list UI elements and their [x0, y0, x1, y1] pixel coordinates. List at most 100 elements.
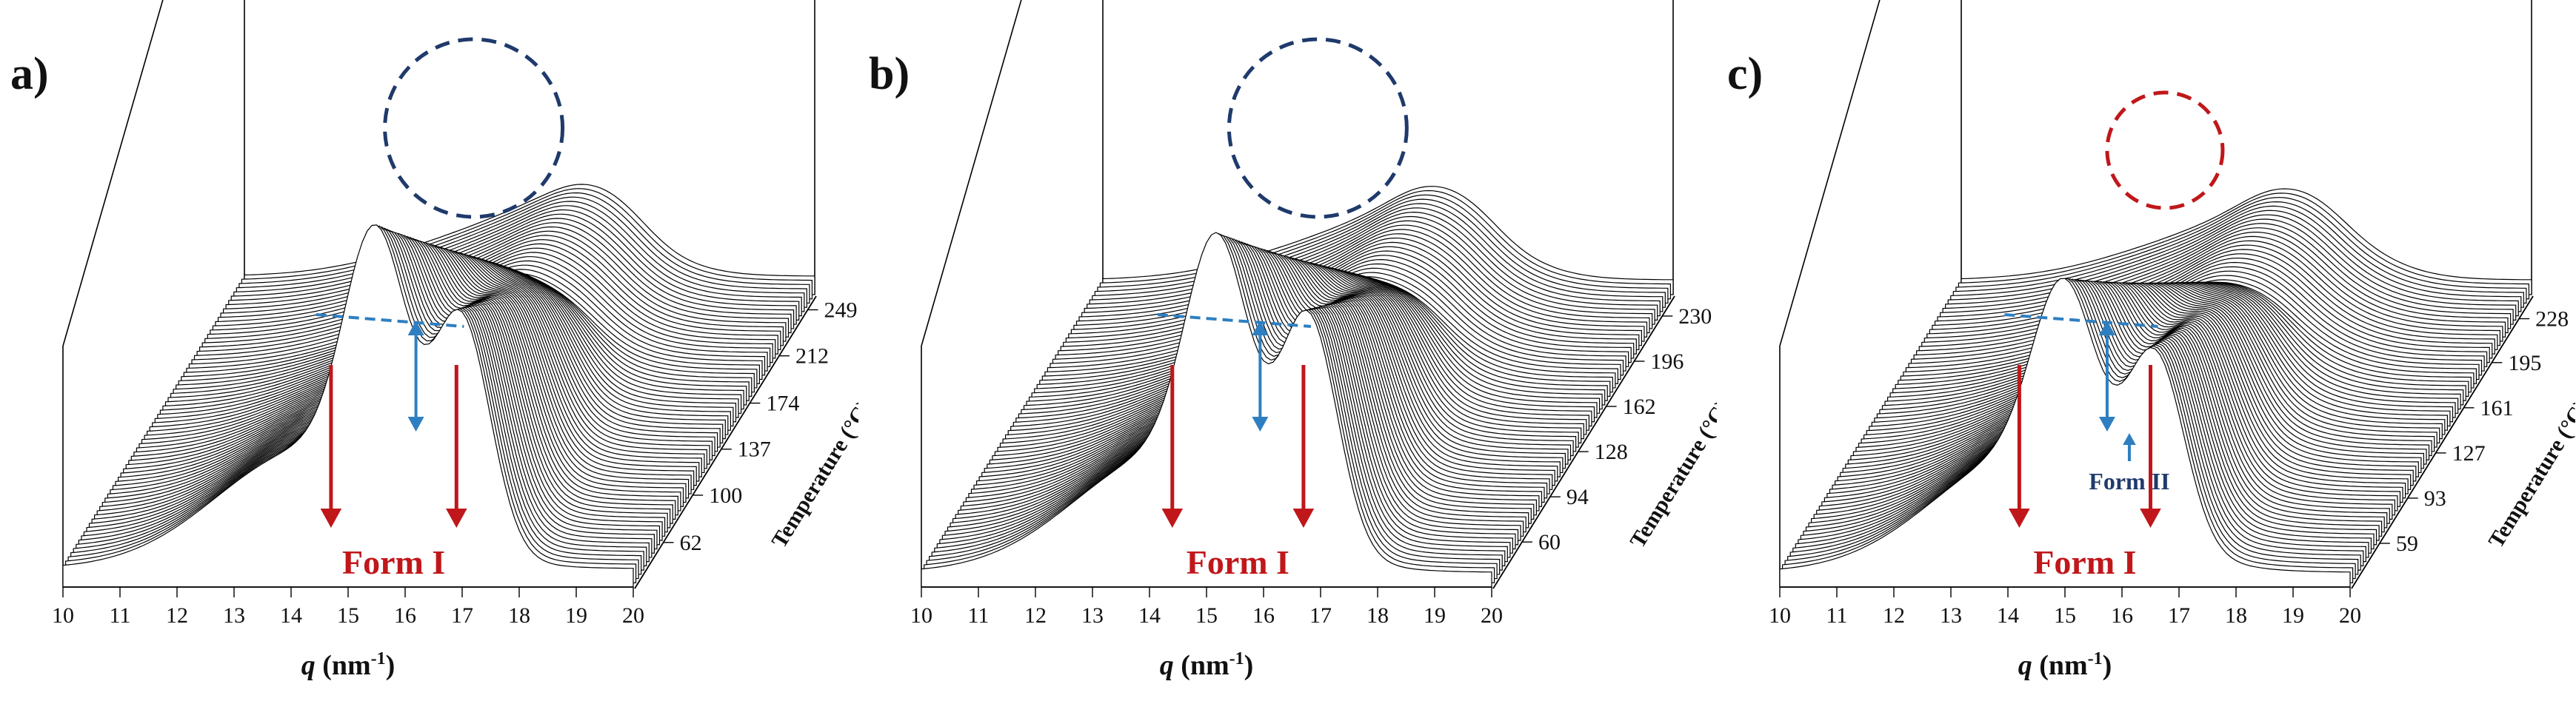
- y-tick-label: 59: [2396, 532, 2418, 556]
- form-i-label: Form I: [2033, 543, 2136, 581]
- x-axis-label-unit: (nm: [1174, 650, 1229, 681]
- form-i-arrowhead: [1292, 509, 1315, 528]
- x-axis-label-close: ): [2103, 650, 2112, 681]
- x-tick-label: 10: [1769, 603, 1791, 628]
- x-tick-label: 10: [52, 603, 74, 628]
- panel-label: c): [1727, 49, 1763, 99]
- panel-label: b): [869, 49, 910, 99]
- x-tick-label: 16: [394, 603, 416, 628]
- y-tick-label: 100: [709, 483, 742, 508]
- box-left-edge: [62, 0, 245, 587]
- x-tick-label: 10: [910, 603, 932, 628]
- x-tick-label: 17: [2168, 603, 2190, 628]
- form-ii-label: Form II: [2089, 468, 2169, 495]
- x-axis-label-var: q: [2018, 650, 2032, 681]
- x-axis-label-unit: (nm: [2032, 650, 2088, 681]
- form-i-label: Form I: [1187, 543, 1289, 581]
- trace-line: [921, 232, 1492, 588]
- x-tick-label: 16: [1252, 603, 1275, 628]
- trace-line: [62, 224, 634, 588]
- chart-svg-a: Intensity (a.u.)1011121314151617181920q …: [10, 0, 858, 681]
- x-axis-label-close: ): [1244, 650, 1254, 681]
- y-tick-label: 230: [1678, 304, 1712, 329]
- x-axis-label-unit: (nm: [316, 650, 371, 681]
- x-axis-label-sup: -1: [371, 649, 386, 668]
- valley-arrowhead-down: [1252, 417, 1269, 432]
- x-tick-label: 13: [223, 603, 245, 628]
- y-tick-label: 137: [738, 438, 771, 462]
- x-tick-label: 19: [565, 603, 587, 628]
- temperature-axis-label: Temperature (°C): [1625, 396, 1717, 552]
- chart-svg-b: Intensity (a.u.)1011121314151617181920q …: [869, 0, 1717, 681]
- peak-baseline-dashed: [2004, 313, 2158, 328]
- x-tick-label: 14: [1138, 603, 1161, 628]
- x-tick-label: 16: [2111, 603, 2133, 628]
- x-axis-label-close: ): [386, 650, 396, 681]
- x-tick-label: 13: [1940, 603, 1962, 628]
- y-tick-label: 196: [1650, 349, 1684, 374]
- x-tick-label: 14: [280, 603, 302, 628]
- trace-group: [1779, 188, 2532, 588]
- x-tick-label: 12: [1024, 603, 1047, 628]
- valley-arrowhead-down: [407, 417, 424, 432]
- x-tick-label: 19: [2282, 603, 2304, 628]
- highlight-circle: [1227, 37, 1409, 219]
- x-tick-label: 20: [622, 603, 644, 628]
- x-tick-label: 12: [166, 603, 188, 628]
- trace-group: [921, 186, 1674, 588]
- form-i-arrowhead: [446, 509, 467, 528]
- peak-baseline-dashed: [316, 313, 464, 328]
- panel-b: Intensity (a.u.)1011121314151617181920q …: [858, 0, 1717, 704]
- x-tick-label: 20: [2339, 603, 2361, 628]
- x-tick-label: 18: [1367, 603, 1389, 628]
- x-tick-label: 18: [2225, 603, 2247, 628]
- y-tick-label: 212: [795, 344, 829, 369]
- y-tick-label: 195: [2508, 351, 2541, 375]
- form-i-arrowhead: [1161, 509, 1184, 528]
- form-i-arrowhead: [320, 509, 342, 528]
- y-tick-label: 249: [824, 298, 858, 322]
- x-tick-label: 19: [1424, 603, 1446, 628]
- valley-arrowhead-up: [1252, 321, 1269, 335]
- peak-baseline-dashed: [1157, 313, 1312, 328]
- x-axis-label-sup: -1: [2088, 649, 2103, 668]
- temperature-axis-line: [1492, 295, 1675, 589]
- x-axis-label-var: q: [301, 650, 316, 681]
- y-tick-label: 127: [2452, 441, 2486, 466]
- box-left-edge: [921, 0, 1104, 587]
- x-axis-label-var: q: [1160, 650, 1174, 681]
- x-tick-label: 18: [508, 603, 530, 628]
- x-tick-label: 13: [1081, 603, 1104, 628]
- highlight-circle: [2105, 90, 2225, 210]
- temperature-axis-line: [2351, 295, 2534, 589]
- x-tick-label: 15: [1195, 603, 1218, 628]
- valley-arrowhead-down: [2098, 417, 2115, 432]
- trace-group: [62, 184, 815, 588]
- x-axis-label-sup: -1: [1229, 649, 1244, 668]
- x-tick-label: 12: [1883, 603, 1905, 628]
- valley-arrowhead-up: [2098, 321, 2115, 335]
- x-tick-label: 11: [968, 603, 990, 628]
- x-axis-label: q (nm-1): [1160, 649, 1254, 681]
- x-axis-label: q (nm-1): [301, 649, 396, 681]
- y-tick-label: 93: [2424, 486, 2446, 511]
- box-left-edge: [1779, 0, 1962, 587]
- y-tick-label: 128: [1595, 440, 1628, 464]
- x-tick-label: 15: [337, 603, 359, 628]
- y-tick-label: 161: [2480, 396, 2513, 420]
- x-tick-label: 17: [1309, 603, 1332, 628]
- trace-line: [1779, 278, 2351, 588]
- x-tick-label: 15: [2054, 603, 2076, 628]
- x-tick-label: 20: [1481, 603, 1503, 628]
- form-ii-arrowhead: [2123, 433, 2136, 445]
- x-tick-label: 11: [110, 603, 131, 628]
- y-tick-label: 228: [2535, 307, 2569, 332]
- y-tick-label: 174: [766, 392, 799, 416]
- panel-label: a): [10, 49, 49, 99]
- form-i-label: Form I: [342, 543, 445, 581]
- x-axis-label: q (nm-1): [2018, 649, 2112, 681]
- x-tick-label: 14: [1997, 603, 2019, 628]
- panel-c: Intensity (a.u.)1011121314151617181920q …: [1717, 0, 2575, 704]
- form-i-arrowhead: [2140, 509, 2161, 528]
